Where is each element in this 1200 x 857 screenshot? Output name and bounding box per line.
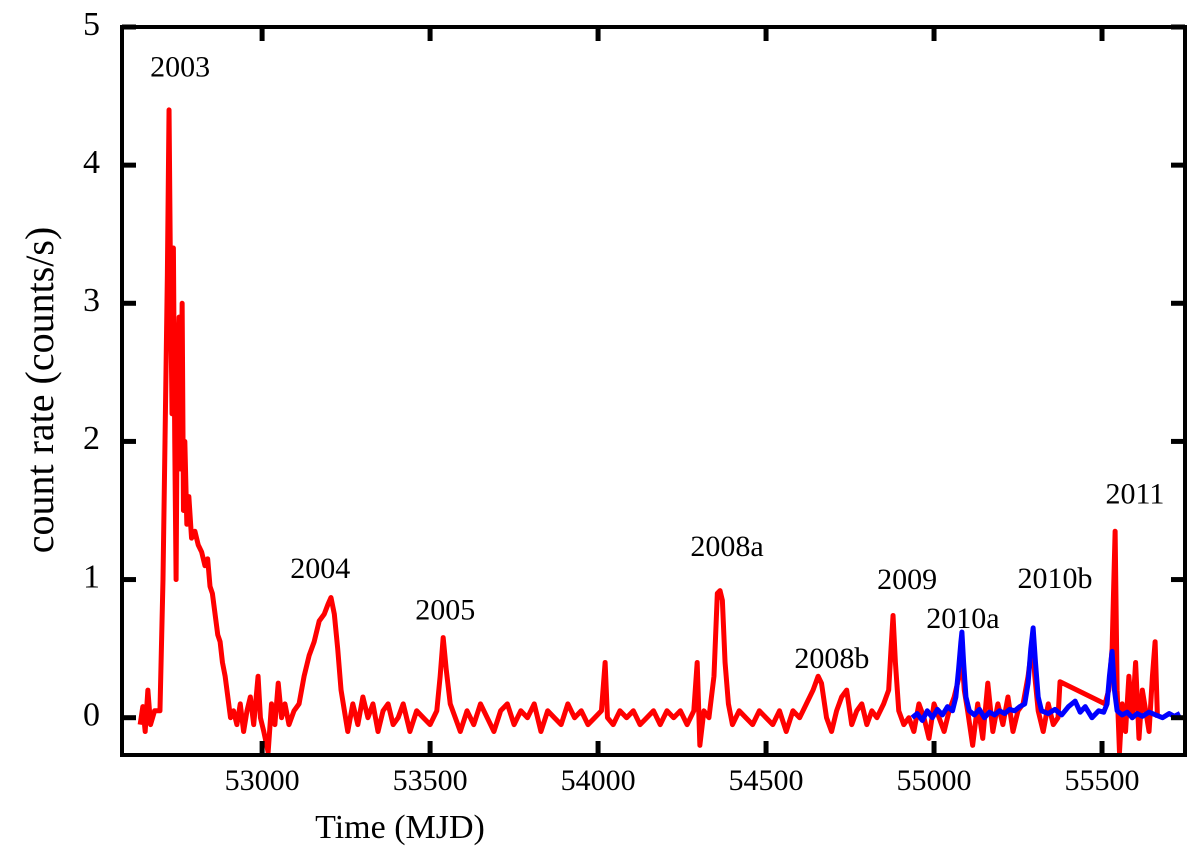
y-tick-label: 5	[83, 6, 100, 43]
y-tick-label: 3	[83, 282, 100, 319]
y-tick-label: 4	[83, 144, 100, 181]
x-tick-label: 55000	[897, 764, 972, 797]
annotation: 2005	[415, 594, 475, 627]
plot-lines	[137, 107, 1182, 755]
annotation: 2010a	[926, 602, 999, 635]
x-tick-label: 54500	[729, 764, 804, 797]
x-tick-label: 53500	[393, 764, 468, 797]
series-line	[910, 625, 1182, 723]
y-tick-label: 1	[83, 558, 100, 595]
x-tick-label: 53000	[225, 764, 300, 797]
annotation: 2009	[877, 563, 937, 596]
annotation: 2008a	[690, 530, 763, 563]
y-axis-label: count rate (counts/s)	[17, 227, 62, 554]
annotation: 2011	[1105, 478, 1164, 511]
x-tick-label: 54000	[561, 764, 636, 797]
x-tick-label: 55500	[1065, 764, 1140, 797]
y-tick-label: 0	[83, 696, 100, 733]
annotation: 2010b	[1017, 562, 1092, 595]
annotation: 2004	[290, 552, 350, 585]
annotation: 2008b	[794, 642, 869, 675]
y-tick-label: 2	[83, 420, 100, 457]
series-line	[137, 107, 1160, 755]
plot-frame	[120, 25, 1187, 757]
x-axis-label: Time (MJD)	[315, 809, 485, 846]
annotation: 2003	[150, 51, 210, 84]
